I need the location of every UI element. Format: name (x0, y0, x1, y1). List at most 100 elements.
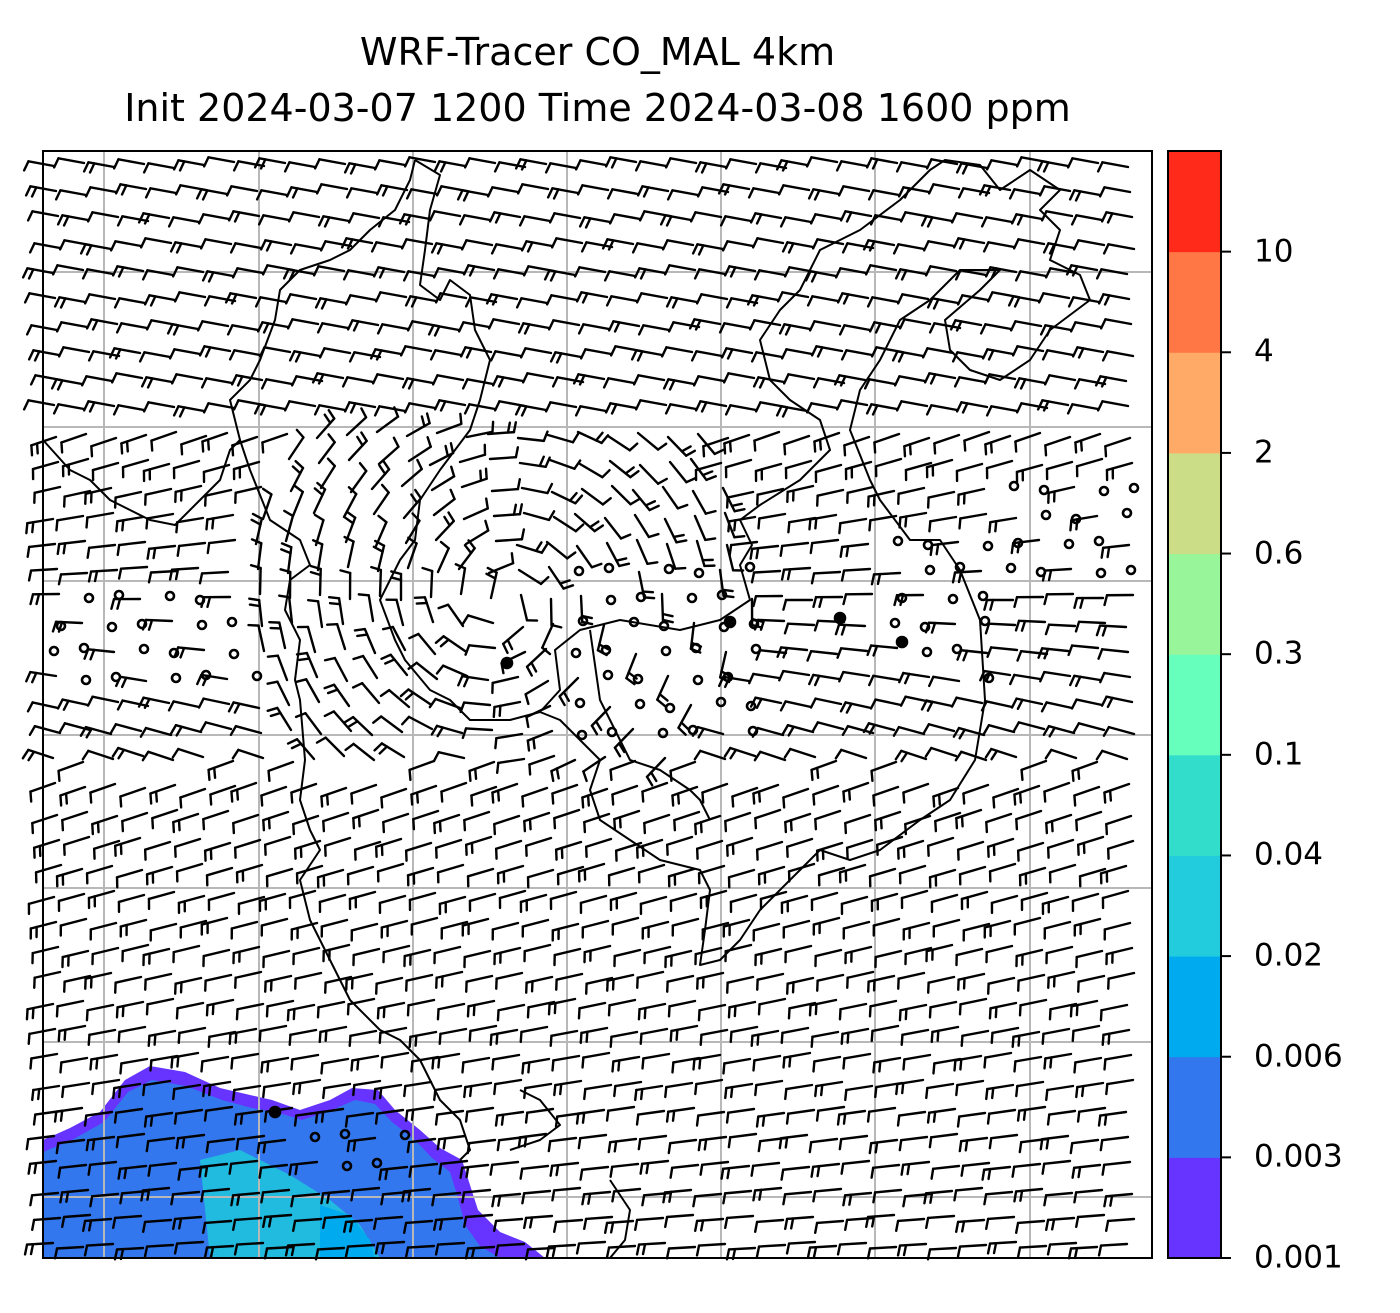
calm-wind-marker (605, 594, 617, 606)
wind-barb (1072, 722, 1106, 734)
wind-barb (604, 156, 638, 169)
wind-barb (177, 1026, 207, 1045)
wind-barb (806, 1244, 838, 1259)
wind-barb (283, 509, 295, 543)
wind-barb (34, 863, 63, 884)
wind-barb (491, 1192, 522, 1208)
wind-barb (990, 894, 1019, 915)
wind-barb (664, 403, 698, 415)
wind-barb (370, 459, 391, 491)
wind-barb (720, 347, 754, 360)
wind-barb (694, 400, 728, 413)
wind-barb (611, 916, 640, 936)
wind-barb (290, 782, 318, 804)
wind-barb (87, 350, 121, 362)
wind-barb (894, 268, 928, 281)
wind-barb (198, 1162, 229, 1178)
wind-barb (724, 158, 758, 170)
wind-barb (645, 756, 667, 787)
wind-barb (142, 1079, 172, 1097)
wind-barb (137, 212, 171, 225)
wind-barb (641, 781, 669, 803)
calm-wind-marker (196, 619, 208, 631)
wind-barb (315, 408, 336, 440)
wind-barb (1071, 1163, 1102, 1179)
wind-barb (410, 784, 438, 806)
wind-barb (314, 297, 348, 310)
wind-barb (247, 623, 266, 653)
wind-barb (923, 1189, 954, 1205)
wind-barb (114, 975, 143, 994)
wind-barb (461, 917, 490, 937)
wind-barb (523, 1214, 554, 1230)
wind-barb (493, 814, 521, 836)
wind-barb (465, 420, 495, 439)
wind-barb (1048, 863, 1077, 884)
wind-barb (1103, 1053, 1133, 1071)
wind-barb (225, 185, 259, 197)
wind-barb (1099, 318, 1133, 330)
wind-barb (89, 1192, 120, 1208)
wind-barb (292, 946, 321, 966)
wind-barb (958, 997, 988, 1016)
wind-barb (175, 516, 205, 534)
wind-barb (558, 676, 580, 707)
wind-barb (664, 1213, 695, 1229)
wind-barb (809, 213, 843, 225)
wind-barb (432, 488, 456, 517)
colorbar-bin (1168, 654, 1221, 756)
wind-barb (541, 622, 555, 656)
wind-barb (1013, 1055, 1043, 1073)
wind-barb (754, 162, 788, 174)
wind-barb (777, 184, 811, 196)
wind-barb (613, 1080, 643, 1098)
wind-barb (1008, 188, 1042, 200)
wind-barb (51, 264, 85, 276)
wind-barb (775, 159, 809, 172)
wind-barb (461, 727, 494, 740)
wind-barb (342, 269, 376, 281)
wind-barb (433, 160, 467, 173)
wind-barb (266, 706, 293, 732)
wind-barb (292, 814, 320, 836)
wind-barb (263, 835, 292, 856)
wind-barb (868, 999, 898, 1018)
wind-barb (1045, 813, 1073, 835)
wind-barb (748, 319, 782, 331)
wind-barb (25, 1134, 56, 1151)
wind-barb (574, 159, 608, 171)
calm-wind-marker (1093, 535, 1105, 547)
wind-barb (287, 211, 321, 223)
wind-barb (868, 674, 901, 687)
wind-barb (325, 623, 347, 651)
wind-barb (22, 160, 56, 172)
wind-barb (349, 461, 368, 494)
wind-barb (697, 1135, 728, 1152)
wind-barb (868, 514, 898, 532)
wind-barb (634, 160, 668, 172)
wind-barb (313, 158, 347, 170)
wind-barb (1071, 892, 1100, 913)
wind-barb (695, 1242, 727, 1257)
calm-wind-marker (1098, 485, 1110, 497)
wind-barb (374, 837, 403, 858)
wind-barb (810, 1030, 840, 1049)
wind-barb (233, 838, 262, 859)
wind-barb (874, 457, 903, 478)
wind-barb (1099, 1135, 1130, 1152)
wind-barb (870, 1163, 901, 1179)
wind-barb (434, 1109, 465, 1126)
wind-barb (956, 1243, 988, 1258)
wind-barb (233, 1109, 264, 1126)
wind-barb (1011, 345, 1045, 357)
wind-barb (440, 781, 468, 803)
wind-barb (291, 484, 304, 518)
wind-barb (344, 1243, 376, 1258)
wind-barb (749, 212, 783, 225)
wind-barb (87, 568, 119, 583)
wind-barb (401, 377, 435, 390)
wind-barb (635, 292, 669, 304)
wind-barb (57, 1163, 88, 1179)
wind-barb (408, 1162, 439, 1178)
wind-barb (897, 186, 931, 199)
